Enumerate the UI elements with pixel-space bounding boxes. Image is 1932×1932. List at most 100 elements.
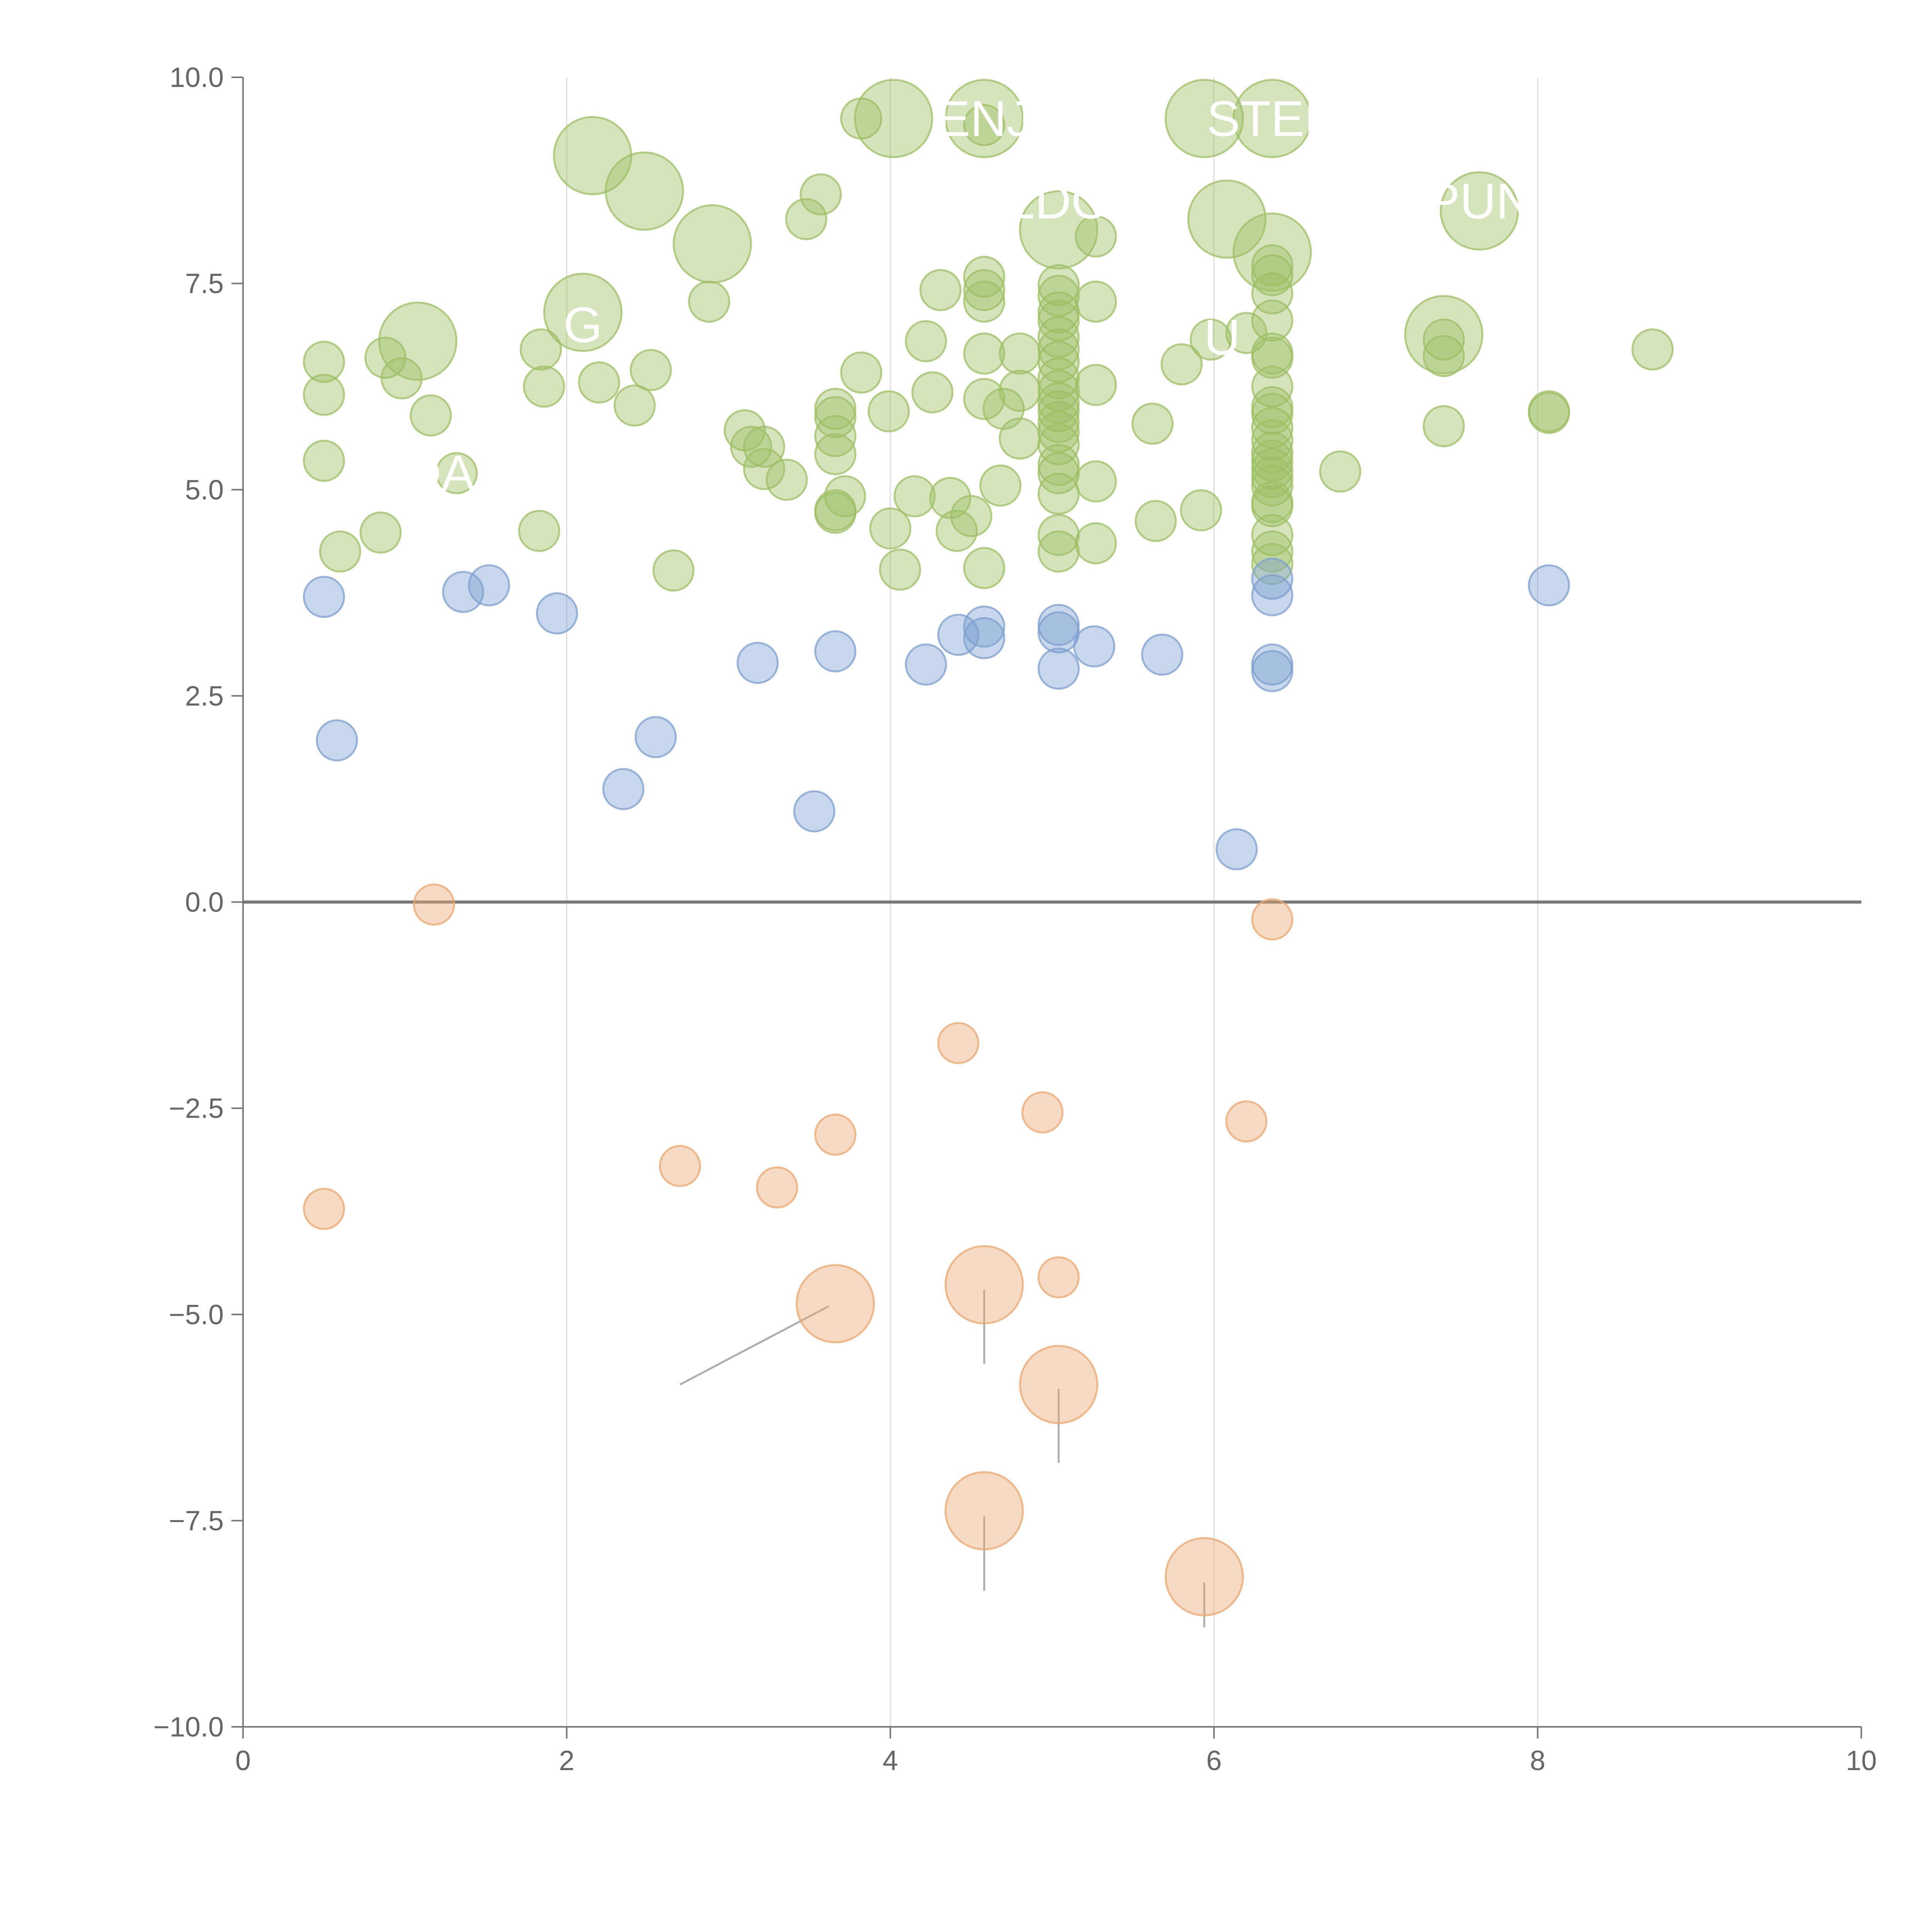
- green-point: [1251, 254, 1294, 296]
- green-point: [1319, 450, 1361, 493]
- green-point: [1134, 500, 1177, 542]
- green-point: [840, 351, 883, 394]
- green-point: [1189, 318, 1232, 361]
- point-label: STEP: [1207, 90, 1338, 147]
- orange-point: [1251, 898, 1294, 940]
- point-label: W: [1019, 1290, 1066, 1347]
- green-point: [1037, 530, 1080, 573]
- green-point: [1422, 318, 1465, 361]
- y-tick-label: 7.5: [185, 269, 224, 299]
- point-label: ENJ: [937, 90, 1032, 147]
- blue-point: [814, 630, 857, 673]
- x-tick-label: 2: [559, 1745, 575, 1776]
- green-point: [963, 269, 1005, 311]
- orange-large-point: [944, 1245, 1024, 1325]
- green-point: [814, 433, 857, 475]
- green-point: [523, 365, 565, 408]
- point-label: DAP: [405, 445, 508, 502]
- y-tick-label: 10.0: [170, 62, 224, 93]
- blue-point: [316, 719, 358, 762]
- blue-point: [1141, 633, 1184, 676]
- green-point: [629, 349, 672, 391]
- blue-point: [793, 790, 835, 833]
- green-large-point: [1019, 190, 1099, 270]
- green-point: [652, 549, 695, 592]
- green-large-point: [1440, 171, 1519, 251]
- blue-point: [1037, 647, 1080, 690]
- green-point: [1251, 337, 1294, 379]
- green-point: [303, 374, 345, 416]
- y-tick-label: −7.5: [169, 1505, 224, 1536]
- green-large-point: [605, 151, 684, 231]
- green-point: [824, 475, 866, 517]
- green-point: [950, 495, 993, 537]
- green-large-point: [1233, 213, 1312, 292]
- green-point: [1251, 406, 1294, 449]
- point-label: G: [563, 296, 602, 353]
- orange-large-point: [944, 1471, 1024, 1551]
- green-point: [905, 320, 947, 362]
- orange-large-point: [1019, 1345, 1099, 1424]
- green-point: [963, 547, 1005, 589]
- x-tick-label: 8: [1530, 1745, 1545, 1776]
- green-point: [743, 425, 786, 468]
- y-tick-label: 5.0: [185, 474, 224, 505]
- blue-point: [736, 641, 779, 684]
- x-tick-label: 10: [1846, 1745, 1877, 1776]
- green-point: [1037, 328, 1080, 371]
- green-point: [1160, 343, 1203, 386]
- y-tick-label: 0.0: [185, 887, 224, 918]
- axes: 0 2 4 6 8 10 10.0 7.5 5.0 2.5 0.0 −2.5 −5.0 −7.5 −10.0: [153, 62, 1877, 1776]
- blue-point: [963, 605, 1005, 648]
- green-point: [879, 548, 921, 591]
- green-point: [1037, 473, 1080, 515]
- green-large-point: [673, 204, 752, 284]
- orange-point: [756, 1166, 798, 1209]
- green-point: [1251, 299, 1294, 342]
- green-point: [1180, 489, 1222, 532]
- blue-point: [1215, 828, 1258, 871]
- y-tick-label: 2.5: [185, 681, 224, 712]
- point-label: U: [1204, 309, 1240, 365]
- green-large-point: [854, 79, 934, 158]
- blue-point: [1073, 625, 1116, 668]
- green-point: [1037, 316, 1080, 358]
- blue-point: [442, 571, 485, 613]
- green-point: [1251, 514, 1294, 556]
- x-tick-label: 0: [235, 1745, 251, 1776]
- point-label: LDO: [1007, 173, 1110, 229]
- x-tick-label: 6: [1206, 1745, 1222, 1776]
- green-point: [911, 371, 954, 413]
- blue-point: [468, 564, 510, 607]
- green-point: [1631, 328, 1674, 371]
- green-point: [998, 332, 1041, 375]
- green-point: [688, 281, 730, 323]
- blue-point: [602, 768, 645, 810]
- green-large-point: [378, 301, 457, 381]
- orange-point: [413, 883, 455, 926]
- blue-point: [536, 592, 578, 634]
- green-point: [1131, 402, 1174, 445]
- orange-large-point: [796, 1264, 875, 1344]
- orange-point: [814, 1113, 857, 1156]
- point-label: I: [1197, 1616, 1211, 1673]
- orange-point: [1037, 1256, 1080, 1299]
- x-tick-label: 4: [883, 1745, 898, 1776]
- leader-line: [679, 1305, 830, 1386]
- green-point: [893, 475, 936, 517]
- green-large-point: [1233, 79, 1312, 158]
- green-large-point: [944, 79, 1024, 158]
- green-point: [963, 378, 1005, 420]
- green-point: [814, 415, 857, 457]
- green-point: [518, 510, 560, 552]
- green-point: [869, 507, 912, 550]
- green-point: [1075, 364, 1117, 406]
- blue-point: [963, 617, 1005, 659]
- orange-point: [937, 1022, 980, 1064]
- green-point: [919, 269, 962, 311]
- green-point: [520, 328, 562, 371]
- green-point: [613, 384, 656, 427]
- orange-point: [659, 1145, 701, 1187]
- blue-point: [634, 716, 677, 759]
